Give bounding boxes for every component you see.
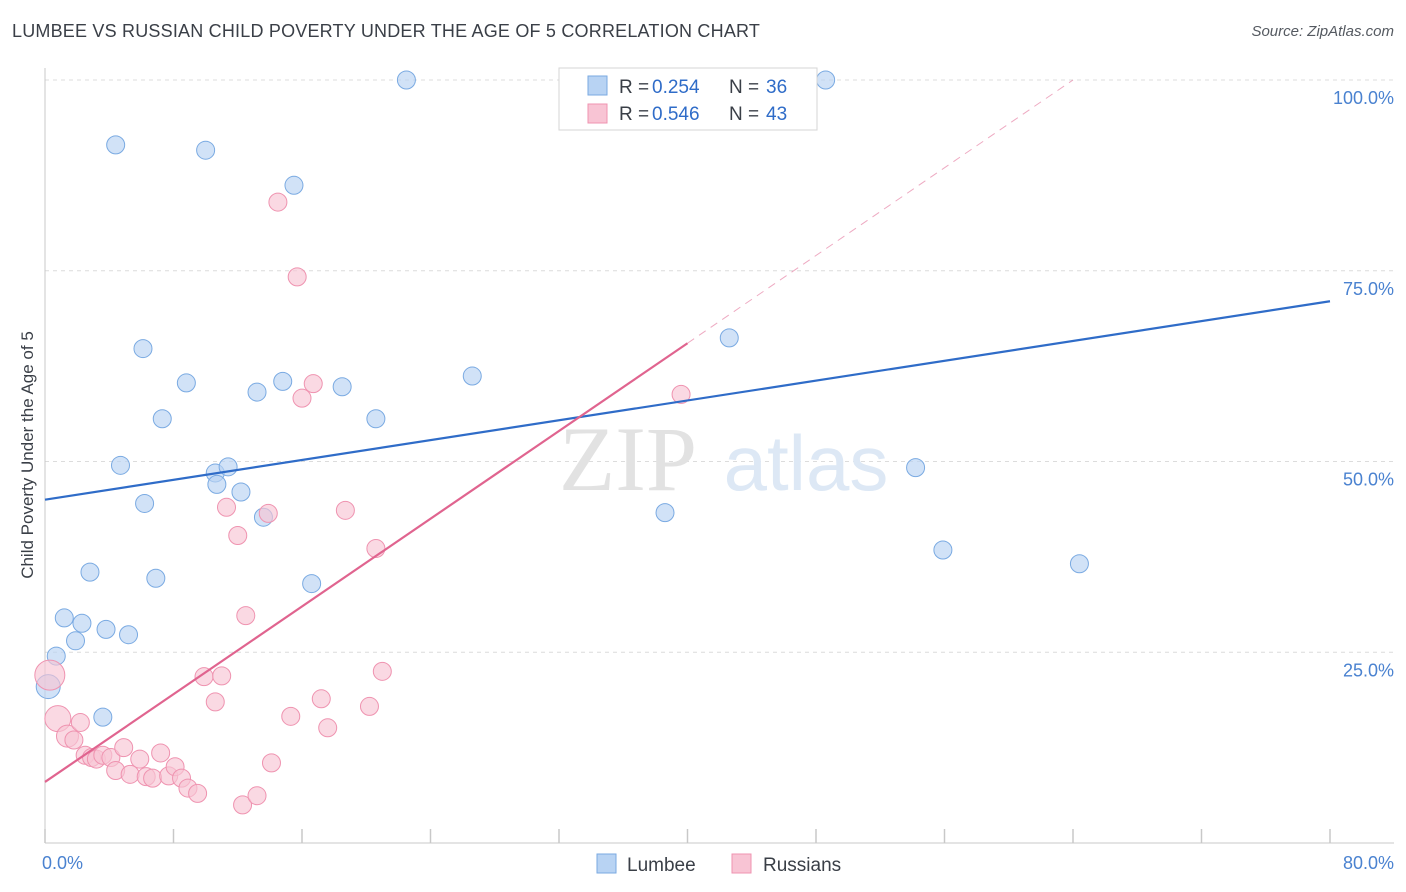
lumbee-point	[302, 574, 322, 594]
russians-point	[233, 795, 253, 815]
russians-point	[287, 267, 307, 287]
axes	[44, 68, 1394, 844]
lumbee-point	[133, 339, 153, 359]
russians-point	[359, 696, 379, 716]
stats-swatch-lumbee	[587, 75, 608, 96]
russians-point	[188, 783, 208, 803]
y-tick-label: 25.0%	[1343, 660, 1394, 680]
trend-lines	[44, 79, 1331, 783]
data-points	[34, 70, 1089, 815]
lumbee-point	[72, 613, 92, 633]
x-tick-label: 0.0%	[42, 853, 83, 873]
watermark-atlas: atlas	[724, 419, 889, 507]
lumbee-trend-line	[44, 300, 1331, 501]
russians-point	[34, 659, 66, 691]
lumbee-point	[396, 70, 416, 90]
russians-point	[120, 764, 140, 784]
grid-lines	[45, 79, 1394, 653]
lumbee-point	[655, 503, 675, 523]
russians-point	[228, 526, 248, 546]
stats-n-label: N =	[729, 77, 759, 98]
y-tick-label: 100.0%	[1333, 88, 1394, 108]
lumbee-point	[96, 619, 116, 639]
x-tick-label: 80.0%	[1343, 853, 1394, 873]
stats-swatch-russians	[587, 103, 608, 124]
russians-point	[281, 706, 301, 726]
lumbee-point	[106, 135, 126, 155]
lumbee-point	[54, 608, 74, 628]
lumbee-point	[119, 625, 139, 645]
russians-point	[212, 666, 232, 686]
source-label: Source: ZipAtlas.com	[1251, 23, 1394, 40]
legend-label-lumbee: Lumbee	[627, 855, 696, 876]
lumbee-point	[152, 409, 172, 429]
russians-point	[311, 689, 331, 709]
russians-point	[70, 712, 90, 732]
russians-point	[261, 753, 281, 773]
lumbee-point	[462, 366, 482, 386]
russians-point	[335, 500, 355, 520]
russians-point	[151, 743, 171, 763]
russians-point	[268, 192, 288, 212]
lumbee-point	[207, 474, 227, 494]
lumbee-point	[284, 175, 304, 195]
lumbee-point	[906, 458, 926, 478]
russians-point	[671, 384, 691, 404]
lumbee-point	[196, 140, 216, 160]
russians-point	[247, 786, 267, 806]
lumbee-point	[247, 382, 267, 402]
legend-swatch-lumbee	[596, 853, 617, 874]
stats-n-value: 36	[766, 77, 787, 98]
lumbee-point	[66, 631, 86, 651]
russians-point	[217, 497, 237, 517]
russians-point	[292, 388, 312, 408]
russians-point	[114, 738, 134, 758]
russians-point	[130, 749, 150, 769]
lumbee-point	[1069, 554, 1089, 574]
stats-r-label: R =	[619, 104, 649, 125]
lumbee-point	[332, 377, 352, 397]
x-tick-labels: 0.0% 80.0%	[42, 853, 1394, 873]
chart-title: LUMBEE VS RUSSIAN CHILD POVERTY UNDER TH…	[12, 21, 761, 41]
lumbee-point	[273, 371, 293, 391]
lumbee-point	[176, 373, 196, 393]
y-tick-label: 75.0%	[1343, 279, 1394, 299]
stats-r-value: 0.254	[652, 77, 700, 98]
russians-point	[236, 606, 256, 626]
russians-point	[303, 374, 323, 394]
legend-swatch-russians	[731, 853, 752, 874]
lumbee-point	[231, 482, 251, 502]
russians-point	[143, 768, 163, 788]
lumbee-point	[933, 540, 953, 560]
lumbee-point	[110, 455, 130, 475]
lumbee-point	[93, 707, 113, 727]
watermark: ZIP atlas	[559, 408, 888, 510]
lumbee-point	[80, 562, 100, 582]
stats-r-label: R =	[619, 77, 649, 98]
russians-trend-extension	[687, 79, 1074, 344]
lumbee-point	[366, 409, 386, 429]
stats-n-label: N =	[729, 104, 759, 125]
russians-point	[258, 503, 278, 523]
stats-box: R = 0.254 N = 36 R = 0.546 N = 43	[558, 67, 818, 131]
lumbee-point	[135, 493, 155, 513]
russians-point	[205, 692, 225, 712]
russians-point	[372, 661, 392, 681]
stats-n-value: 43	[766, 104, 787, 125]
lumbee-point	[146, 568, 166, 588]
russians-point	[64, 730, 84, 750]
y-tick-label: 50.0%	[1343, 470, 1394, 490]
russians-point	[318, 718, 338, 738]
y-tick-labels: 25.0% 50.0% 75.0% 100.0%	[1333, 88, 1394, 680]
legend-label-russians: Russians	[763, 855, 841, 876]
stats-r-value: 0.546	[652, 104, 700, 125]
legend: Lumbee Russians	[596, 853, 841, 876]
russians-trend-line	[44, 342, 689, 783]
lumbee-point	[719, 328, 739, 348]
watermark-zip: ZIP	[559, 408, 697, 510]
lumbee-point	[816, 70, 836, 90]
